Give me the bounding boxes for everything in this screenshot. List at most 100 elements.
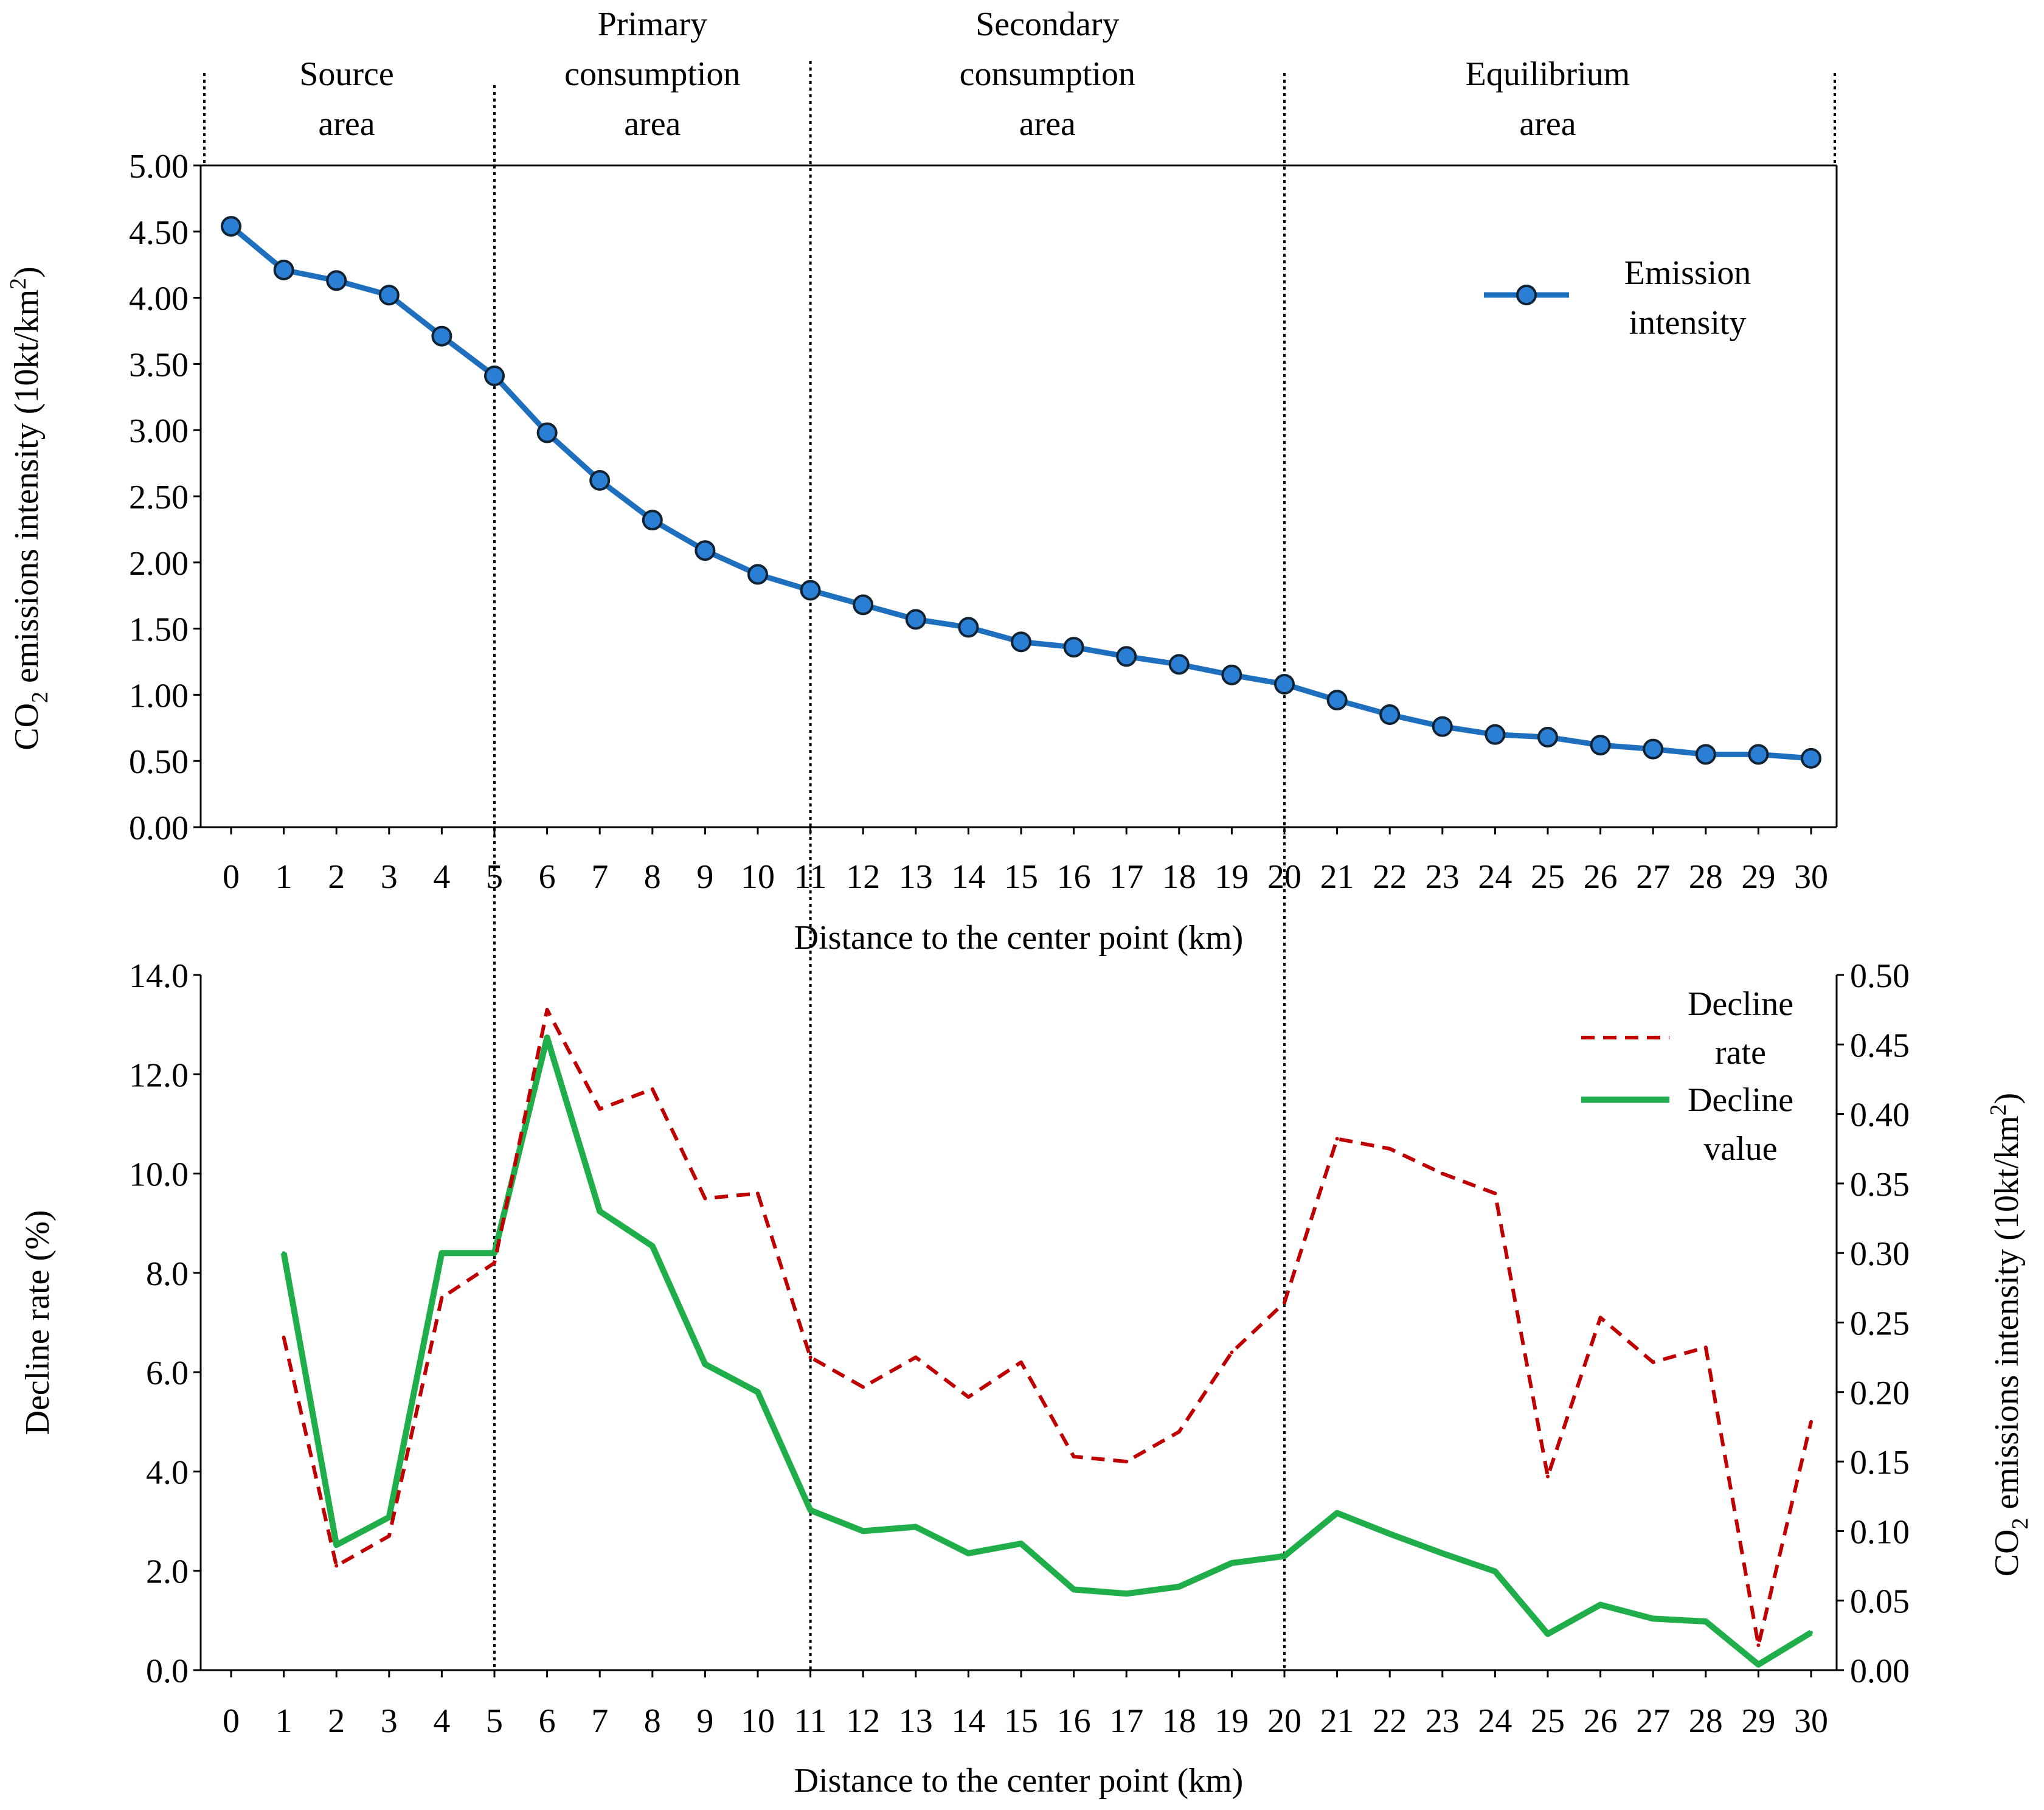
bottom-x-tick-label: 3	[381, 1702, 398, 1740]
bottom-x-tick-label: 0	[223, 1702, 240, 1740]
bottom-right-axis-title-part: )	[1988, 1093, 2026, 1104]
decline-value-point	[966, 1551, 971, 1555]
legend-emission-label: Emission	[1624, 254, 1751, 292]
bottom-x-tick-label: 25	[1531, 1702, 1565, 1740]
decline-rate-point	[1124, 1460, 1129, 1464]
bottom-left-tick-label: 0.0	[146, 1652, 189, 1690]
zone-label: area	[1019, 105, 1076, 143]
decline-rate-point	[1230, 1350, 1234, 1354]
bottom-x-tick-label: 21	[1320, 1702, 1354, 1740]
top-y-tick-label: 0.50	[129, 743, 189, 781]
bottom-x-tick-label: 12	[846, 1702, 880, 1740]
top-y-tick-label: 3.50	[129, 346, 189, 384]
top-y-axis-title-part: emissions intensity (10kt/km	[8, 290, 46, 692]
emission-intensity-point	[1379, 704, 1401, 726]
decline-rate-point	[1703, 1345, 1708, 1350]
bottom-x-tick-label: 5	[486, 1702, 503, 1740]
decline-rate-point	[1756, 1643, 1761, 1648]
top-x-tick-label: 11	[794, 858, 827, 896]
bottom-right-tick-label: 0.00	[1850, 1652, 1910, 1690]
emission-intensity-point	[431, 325, 452, 347]
top-y-axis-title-part: CO	[8, 703, 46, 751]
top-y-axis-title-part: )	[8, 266, 46, 278]
top-x-tick-label: 20	[1267, 858, 1301, 896]
bottom-left-tick-label: 12.0	[129, 1056, 189, 1094]
decline-rate-point	[703, 1196, 707, 1201]
bottom-x-tick-label: 4	[433, 1702, 450, 1740]
top-x-axis-title: Distance to the center point (km)	[794, 919, 1244, 957]
top-chart-emission-intensity: 0.00 0.50 1.00 1.50 2.00 2.50 3.00 3.50 4.00 4.50…	[5, 148, 1838, 957]
bottom-right-axis-title-part: 2	[1986, 1104, 2011, 1115]
emission-intensity-point	[1326, 690, 1348, 711]
legend-decline-rate-label: rate	[1715, 1034, 1766, 1072]
decline-value-point	[1177, 1584, 1181, 1589]
top-x-tick-label: 23	[1426, 858, 1460, 896]
bottom-right-axis-title: CO2 emissions intensity (10kt/km2)	[1986, 1093, 2033, 1577]
decline-value-point	[1598, 1603, 1602, 1607]
decline-value-point	[1703, 1619, 1708, 1623]
top-x-tick-label: 3	[381, 858, 398, 896]
zone-label: area	[624, 105, 681, 143]
emission-intensity-point	[1643, 738, 1664, 760]
top-y-axis-title-part: 2	[27, 692, 53, 703]
decline-rate-point	[282, 1335, 286, 1339]
decline-value-point	[1440, 1551, 1444, 1555]
top-y-tick-label: 4.00	[129, 280, 189, 318]
decline-rate-point	[1283, 1300, 1286, 1305]
emission-intensity-point	[800, 580, 821, 601]
decline-value-point	[808, 1508, 812, 1513]
decline-rate-point	[334, 1564, 339, 1568]
legend-decline-value-label: value	[1703, 1130, 1777, 1168]
bottom-left-tick-label: 4.0	[146, 1454, 189, 1491]
decline-value-point	[1072, 1587, 1076, 1592]
decline-value-point	[282, 1251, 286, 1255]
bottom-x-tick-label: 19	[1214, 1702, 1249, 1740]
zone-label: area	[1519, 105, 1576, 143]
bottom-x-tick-label: 11	[794, 1702, 827, 1740]
emission-intensity-point	[1168, 654, 1190, 675]
zone-label: Source	[299, 55, 394, 93]
top-y-tick-label: 3.00	[129, 412, 189, 450]
bottom-x-tick-label: 9	[696, 1702, 713, 1740]
decline-rate-point	[1493, 1191, 1497, 1196]
emission-intensity-point	[378, 285, 400, 306]
emission-intensity-point	[853, 594, 874, 615]
emission-intensity-point	[1274, 673, 1295, 695]
emission-intensity-point	[1221, 664, 1242, 685]
top-x-tick-label: 18	[1162, 858, 1196, 896]
decline-rate-point	[1651, 1360, 1655, 1364]
bottom-x-tick-label: 8	[644, 1702, 661, 1740]
emission-intensity-point	[1011, 631, 1031, 653]
top-y-axis-title: CO2 emissions intensity (10kt/km2)	[5, 266, 53, 751]
emission-intensity-point	[642, 510, 663, 531]
decline-rate-point	[1440, 1171, 1444, 1176]
bottom-right-tick-label: 0.40	[1850, 1097, 1910, 1134]
decline-rate-point	[387, 1534, 391, 1538]
decline-value-point	[545, 1035, 549, 1039]
decline-value-line	[280, 1034, 1813, 1668]
top-y-tick-label: 4.50	[129, 214, 189, 252]
zone-annotations: Source area Primary consumption area Secondar…	[203, 5, 1836, 1670]
bottom-x-tick-label: 16	[1057, 1702, 1091, 1740]
top-y-tick-label: 5.00	[129, 148, 189, 186]
emission-intensity-point	[273, 259, 294, 280]
decline-rate-point	[861, 1385, 865, 1389]
top-x-tick-label: 13	[899, 858, 933, 896]
bottom-left-tick-label: 8.0	[146, 1255, 189, 1293]
decline-rate-point	[1388, 1146, 1392, 1151]
emission-intensity-point	[1748, 744, 1769, 765]
top-x-tick-label: 30	[1794, 858, 1828, 896]
bottom-right-axis-title-part: CO	[1988, 1529, 2026, 1576]
bottom-right-tick-label: 0.05	[1850, 1583, 1910, 1621]
bottom-x-tick-label: 18	[1162, 1702, 1196, 1740]
bottom-right-tick-label: 0.45	[1850, 1027, 1910, 1064]
decline-value-point	[913, 1525, 918, 1529]
decline-rate-point	[1072, 1454, 1076, 1458]
top-x-tick-label: 21	[1320, 858, 1354, 896]
decline-rate-point	[1546, 1474, 1550, 1479]
emission-intensity-point	[747, 564, 768, 585]
bottom-x-tick-label: 22	[1373, 1702, 1407, 1740]
decline-rate-point	[966, 1395, 971, 1399]
decline-rate-point	[545, 1008, 549, 1012]
bottom-x-tick-label: 17	[1109, 1702, 1143, 1740]
